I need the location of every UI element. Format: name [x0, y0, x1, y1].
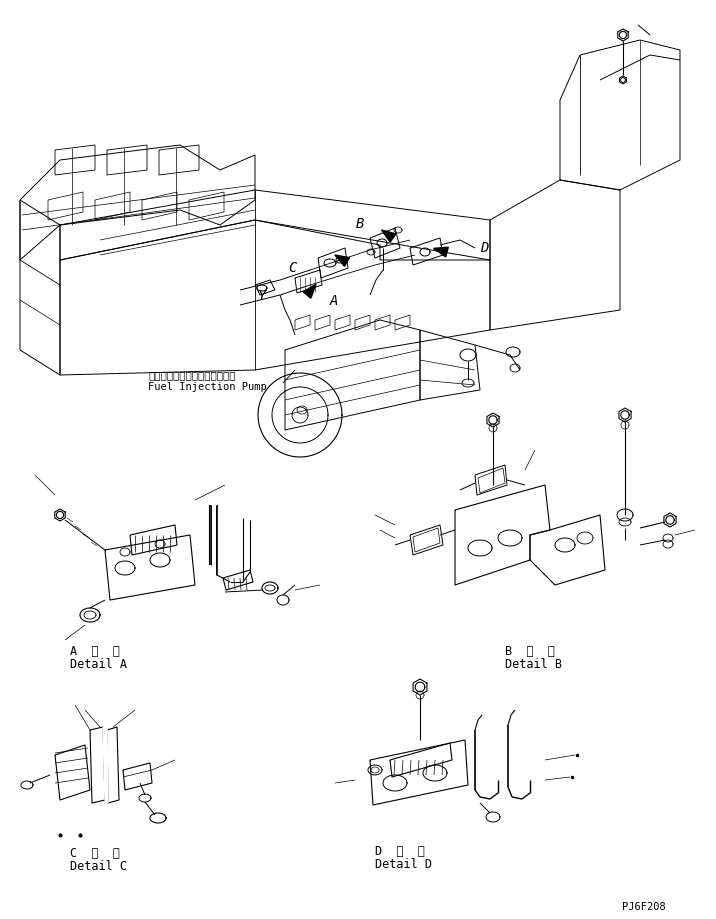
Text: フェルインジェクションポンプ: フェルインジェクションポンプ [148, 370, 236, 380]
Text: Detail A: Detail A [70, 658, 127, 671]
Text: Detail C: Detail C [70, 860, 127, 873]
Polygon shape [103, 727, 108, 803]
Polygon shape [211, 505, 216, 575]
Text: C: C [288, 261, 296, 275]
Polygon shape [382, 230, 396, 242]
Text: B  詳  細: B 詳 細 [505, 645, 555, 658]
Text: Detail B: Detail B [505, 658, 562, 671]
Text: Y: Y [258, 289, 266, 303]
Text: Fuel Injection Pump: Fuel Injection Pump [148, 382, 267, 392]
Text: A: A [330, 294, 339, 308]
Text: A  詳  細: A 詳 細 [70, 645, 120, 658]
Polygon shape [303, 284, 316, 298]
Text: C  詳  細: C 詳 細 [70, 847, 120, 860]
Text: D: D [480, 241, 488, 255]
Text: D  詳  細: D 詳 細 [375, 845, 425, 858]
Polygon shape [433, 247, 448, 256]
Polygon shape [335, 255, 349, 267]
Text: B: B [356, 217, 364, 231]
Text: Detail D: Detail D [375, 858, 432, 871]
Text: PJ6F208: PJ6F208 [622, 902, 666, 912]
